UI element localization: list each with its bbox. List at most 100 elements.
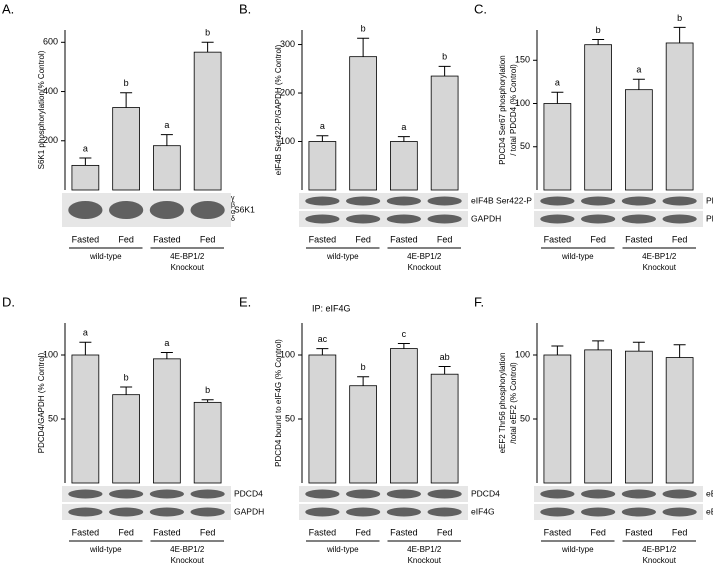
blot-band <box>662 489 697 499</box>
group-label: Knockout <box>643 263 677 272</box>
blot-strip <box>62 486 231 502</box>
significance-letter: c <box>402 329 407 339</box>
error-bar <box>397 342 410 349</box>
y-tick-label: 100 <box>280 349 295 359</box>
y-tick-label: 400 <box>43 86 58 96</box>
y-axis-label: eIF4B Ser422-P/GAPDH (% Control) <box>274 44 283 175</box>
x-tick-label: Fasted <box>309 234 337 244</box>
x-tick-label: Fed <box>672 527 688 537</box>
panel-title: C. <box>474 1 487 16</box>
error-bar <box>201 41 214 53</box>
blot-band <box>68 507 103 517</box>
error-bar <box>160 351 173 359</box>
y-tick-label: 50 <box>48 413 58 423</box>
blot-strip <box>299 504 468 520</box>
blot-band <box>190 507 225 517</box>
blot-band <box>346 196 381 206</box>
y-axis-label: / total PDCD4 (% Control) <box>509 64 518 156</box>
group-label: Knockout <box>171 556 205 565</box>
significance-letter: b <box>205 385 210 395</box>
panel-title: A. <box>2 1 14 16</box>
x-tick-label: Fasted <box>153 527 181 537</box>
significance-letter: a <box>83 143 88 153</box>
blot-band <box>581 214 616 224</box>
significance-letter: a <box>320 121 325 131</box>
significance-letter: b <box>361 362 366 372</box>
significance-letter: ac <box>318 334 328 344</box>
error-bar <box>673 26 686 43</box>
bar <box>112 394 140 484</box>
bar <box>193 401 222 484</box>
x-tick-label: Fed <box>200 527 216 537</box>
x-tick-label: Fed <box>355 234 371 244</box>
group-label: wild-type <box>326 252 359 261</box>
group-label: Knockout <box>643 556 677 565</box>
blot-strip <box>62 504 231 520</box>
y-tick-label: 150 <box>515 55 530 65</box>
blot-label: eEF2 <box>706 506 713 516</box>
blot-band <box>621 196 656 206</box>
blot-label: PDCD4 S67-P <box>706 195 713 205</box>
group-label: Knockout <box>171 263 205 272</box>
significance-letter: b <box>596 25 601 35</box>
blot-band <box>621 489 656 499</box>
x-tick-label: Fed <box>437 234 453 244</box>
error-bar <box>397 136 410 142</box>
significance-letter: b <box>361 24 366 34</box>
blot-band <box>190 489 225 499</box>
x-tick-label: Fed <box>672 234 688 244</box>
group-label: 4E-BP1/2 <box>407 252 442 261</box>
significance-letter: a <box>164 120 169 130</box>
isoform-label: γ <box>231 195 235 202</box>
bar <box>543 103 572 191</box>
bar <box>153 358 181 484</box>
y-axis-label: PDCD4 bound to eIF4G (% Control) <box>274 339 283 467</box>
significance-letter: b <box>442 52 447 62</box>
bar <box>112 107 140 191</box>
error-bar <box>357 376 370 386</box>
bar <box>71 164 100 191</box>
x-tick-label: Fed <box>355 527 371 537</box>
y-tick-label: 50 <box>520 141 530 151</box>
bar <box>625 89 653 191</box>
blot-band <box>427 489 462 499</box>
blot-band <box>305 507 340 517</box>
error-bar <box>551 345 564 355</box>
x-tick-label: Fasted <box>625 527 653 537</box>
error-bar <box>120 386 133 395</box>
blot-strip <box>534 504 703 520</box>
blot-band <box>427 196 462 206</box>
blot-band <box>540 489 575 499</box>
significance-letter: a <box>555 78 560 88</box>
blot-strip <box>299 211 468 227</box>
blot-band <box>662 196 697 206</box>
error-bar <box>438 366 451 375</box>
x-tick-label: Fed <box>590 234 606 244</box>
x-tick-label: Fed <box>590 527 606 537</box>
blot-band <box>68 489 103 499</box>
error-bar <box>316 135 329 142</box>
x-tick-label: Fasted <box>544 234 572 244</box>
y-tick-label: 50 <box>285 413 295 423</box>
blot-band <box>427 214 462 224</box>
group-label: Knockout <box>408 556 442 565</box>
blot-band <box>386 507 421 517</box>
bar <box>308 141 337 191</box>
blot-band <box>581 507 616 517</box>
blot-band <box>386 214 421 224</box>
blot-band <box>662 214 697 224</box>
y-tick-label: 100 <box>515 349 530 359</box>
error-bar <box>632 341 645 352</box>
bar <box>390 348 418 484</box>
blot-strip <box>534 486 703 502</box>
bar <box>349 385 377 484</box>
blot-label: eIF4G <box>471 506 495 516</box>
bar <box>430 373 459 484</box>
bar <box>390 141 418 191</box>
group-label: wild-type <box>561 545 594 554</box>
group-label: wild-type <box>326 545 359 554</box>
blot-band <box>109 201 144 219</box>
y-tick-label: 50 <box>520 413 530 423</box>
significance-letter: ab <box>440 352 450 362</box>
error-bar <box>438 65 451 77</box>
